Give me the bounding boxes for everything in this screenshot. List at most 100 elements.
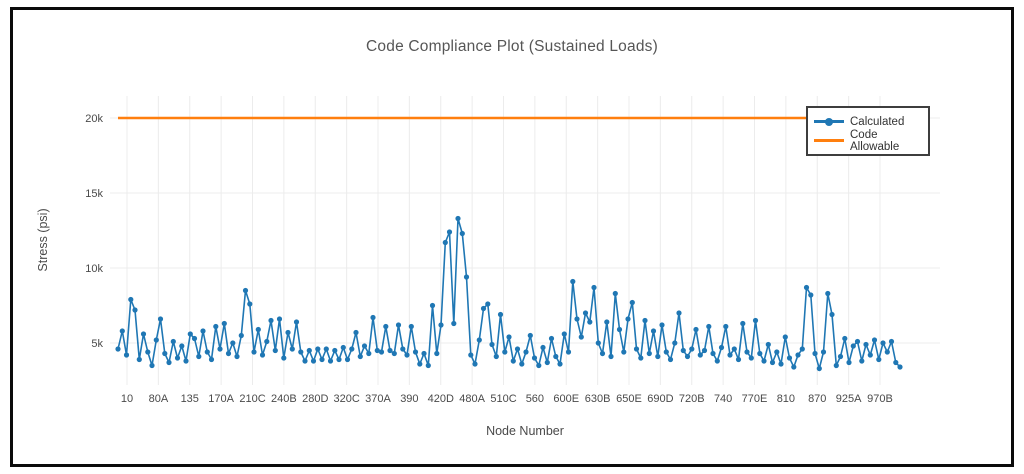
- calculated-marker[interactable]: [553, 353, 559, 360]
- calculated-marker[interactable]: [425, 362, 431, 369]
- calculated-marker[interactable]: [842, 335, 848, 342]
- calculated-marker[interactable]: [769, 359, 776, 366]
- calculated-marker[interactable]: [349, 346, 355, 352]
- calculated-marker[interactable]: [353, 329, 359, 336]
- calculated-marker[interactable]: [213, 323, 219, 330]
- calculated-marker[interactable]: [183, 358, 189, 364]
- calculated-marker[interactable]: [523, 349, 529, 355]
- calculated-marker[interactable]: [281, 355, 287, 361]
- calculated-marker[interactable]: [132, 307, 138, 313]
- calculated-marker[interactable]: [642, 317, 648, 324]
- calculated-marker[interactable]: [718, 344, 725, 351]
- calculated-marker[interactable]: [276, 316, 283, 322]
- calculated-marker[interactable]: [191, 335, 198, 342]
- calculated-marker[interactable]: [880, 340, 886, 346]
- calculated-marker[interactable]: [825, 290, 831, 297]
- calculated-marker[interactable]: [774, 349, 780, 355]
- calculated-marker[interactable]: [502, 349, 508, 355]
- calculated-marker[interactable]: [629, 299, 635, 306]
- calculated-marker[interactable]: [544, 359, 550, 366]
- calculated-marker[interactable]: [421, 350, 427, 357]
- calculated-marker[interactable]: [782, 334, 788, 340]
- calculated-marker[interactable]: [468, 352, 474, 358]
- calculated-marker[interactable]: [884, 349, 890, 355]
- calculated-marker[interactable]: [723, 323, 729, 330]
- calculated-marker[interactable]: [527, 332, 533, 339]
- calculated-marker[interactable]: [829, 311, 835, 318]
- calculated-marker[interactable]: [676, 310, 682, 316]
- calculated-marker[interactable]: [578, 334, 584, 340]
- calculated-marker[interactable]: [808, 292, 814, 298]
- calculated-marker[interactable]: [812, 350, 818, 357]
- calculated-marker[interactable]: [310, 358, 317, 364]
- calculated-marker[interactable]: [344, 356, 351, 363]
- calculated-marker[interactable]: [378, 349, 385, 355]
- calculated-marker[interactable]: [429, 302, 436, 309]
- calculated-marker[interactable]: [332, 347, 338, 354]
- calculated-marker[interactable]: [595, 340, 601, 346]
- calculated-marker[interactable]: [485, 301, 491, 307]
- calculated-marker[interactable]: [298, 349, 304, 355]
- calculated-marker[interactable]: [438, 322, 444, 328]
- calculated-marker[interactable]: [123, 352, 130, 358]
- calculated-marker[interactable]: [497, 311, 504, 318]
- calculated-marker[interactable]: [412, 349, 419, 355]
- calculated-marker[interactable]: [710, 350, 716, 357]
- calculated-marker[interactable]: [221, 320, 227, 327]
- calculated-marker[interactable]: [476, 337, 482, 343]
- calculated-marker[interactable]: [383, 323, 389, 330]
- calculated-marker[interactable]: [893, 359, 899, 366]
- calculated-marker[interactable]: [472, 361, 478, 367]
- calculated-marker[interactable]: [174, 355, 181, 361]
- calculated-marker[interactable]: [128, 296, 134, 303]
- calculated-marker[interactable]: [557, 361, 563, 367]
- calculated-marker[interactable]: [204, 349, 210, 355]
- calculated-marker[interactable]: [752, 317, 759, 324]
- calculated-marker[interactable]: [531, 355, 538, 361]
- calculated-marker[interactable]: [370, 314, 376, 321]
- calculated-marker[interactable]: [395, 322, 402, 328]
- calculated-marker[interactable]: [247, 301, 253, 307]
- calculated-marker[interactable]: [166, 359, 172, 366]
- calculated-marker[interactable]: [514, 346, 521, 352]
- calculated-marker[interactable]: [744, 349, 750, 355]
- calculated-marker[interactable]: [625, 316, 631, 322]
- calculated-marker[interactable]: [854, 338, 861, 345]
- calculated-marker[interactable]: [315, 346, 321, 352]
- calculated-marker[interactable]: [697, 352, 703, 358]
- calculated-marker[interactable]: [548, 335, 555, 342]
- legend-item-calculated[interactable]: Calculated: [814, 112, 922, 131]
- calculated-marker[interactable]: [621, 349, 627, 355]
- calculated-marker[interactable]: [340, 344, 346, 351]
- calculated-marker[interactable]: [459, 230, 465, 237]
- calculated-marker[interactable]: [757, 350, 763, 357]
- calculated-marker[interactable]: [136, 356, 142, 363]
- calculated-marker[interactable]: [480, 305, 487, 312]
- calculated-marker[interactable]: [786, 355, 793, 361]
- calculated-marker[interactable]: [714, 358, 720, 364]
- calculated-marker[interactable]: [162, 350, 168, 357]
- calculated-marker[interactable]: [489, 341, 495, 348]
- calculated-marker[interactable]: [327, 358, 334, 364]
- calculated-marker[interactable]: [455, 215, 461, 222]
- calculated-marker[interactable]: [506, 334, 512, 340]
- calculated-marker[interactable]: [208, 356, 215, 363]
- calculated-marker[interactable]: [761, 358, 767, 364]
- calculated-marker[interactable]: [859, 358, 865, 364]
- calculated-marker[interactable]: [357, 353, 363, 360]
- calculated-marker[interactable]: [731, 346, 737, 352]
- calculated-marker[interactable]: [149, 362, 155, 369]
- calculated-marker[interactable]: [115, 346, 121, 352]
- calculated-marker[interactable]: [187, 331, 193, 337]
- calculated-marker[interactable]: [391, 350, 397, 357]
- calculated-marker[interactable]: [463, 274, 470, 280]
- calculated-marker[interactable]: [693, 326, 699, 333]
- calculated-marker[interactable]: [871, 337, 878, 343]
- calculated-marker[interactable]: [727, 352, 733, 358]
- calculated-marker[interactable]: [735, 356, 742, 363]
- calculated-marker[interactable]: [272, 347, 278, 354]
- calculated-marker[interactable]: [897, 364, 903, 370]
- calculated-marker[interactable]: [876, 356, 882, 363]
- calculated-marker[interactable]: [230, 340, 236, 346]
